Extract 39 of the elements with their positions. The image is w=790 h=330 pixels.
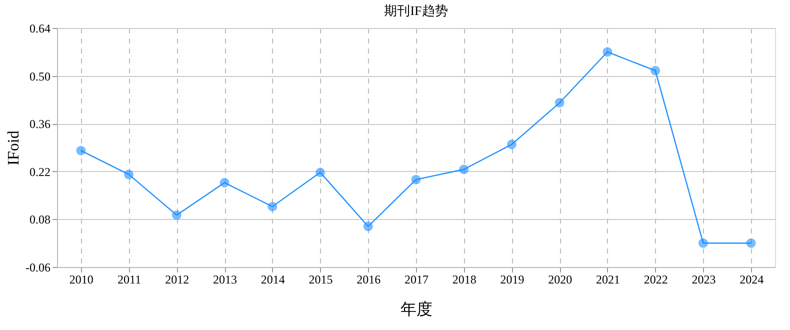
- x-tick-label: 2018: [452, 272, 476, 286]
- point: [220, 178, 230, 188]
- point: [411, 174, 421, 184]
- x-tick-label: 2023: [692, 272, 716, 286]
- point: [363, 222, 373, 232]
- x-tick-label: 2022: [644, 272, 668, 286]
- x-tick-label: 2011: [118, 272, 142, 286]
- x-tick-label: 2010: [69, 272, 94, 286]
- x-tick-label: 2015: [308, 272, 333, 286]
- point: [602, 47, 612, 57]
- x-tick-label: 2016: [356, 272, 381, 286]
- x-tick-label: 2012: [165, 272, 190, 286]
- point: [172, 210, 182, 220]
- point: [76, 146, 86, 156]
- x-tick-label: 2021: [596, 272, 620, 286]
- x-tick-label: 2017: [404, 272, 428, 286]
- y-tick-label: 0.36: [30, 117, 50, 132]
- x-tick-label: 2014: [260, 272, 285, 286]
- chart-title: 期刊IF趋势: [384, 3, 448, 18]
- x-tick-label: 2019: [500, 272, 524, 286]
- point: [746, 238, 756, 248]
- point: [316, 168, 326, 178]
- y-tick-label: 0.64: [30, 22, 50, 36]
- x-tick-label: 2013: [213, 272, 238, 286]
- point: [506, 140, 516, 150]
- x-tick-label: 2024: [740, 272, 764, 286]
- y-tick-label: 0.50: [30, 69, 50, 84]
- y-tick-label: -0.06: [26, 260, 50, 274]
- point: [124, 170, 134, 180]
- y-tick-label: 0.08: [30, 212, 50, 227]
- x-axis-title: 年度: [400, 300, 432, 318]
- y-axis-title: IFoid: [6, 130, 23, 166]
- point: [554, 98, 564, 108]
- x-tick-label: 2020: [548, 272, 572, 286]
- point: [459, 164, 469, 174]
- point: [698, 238, 708, 248]
- point: [268, 202, 278, 212]
- point: [650, 66, 660, 76]
- y-tick-label: 0.22: [30, 164, 50, 179]
